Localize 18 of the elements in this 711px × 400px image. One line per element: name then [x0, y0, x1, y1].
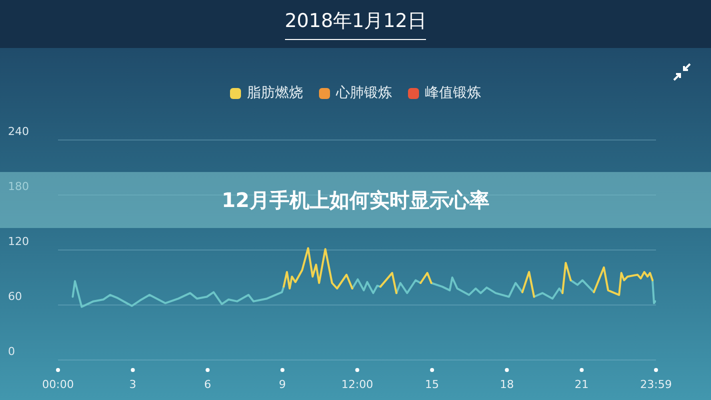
- legend-label: 心肺锻炼: [336, 84, 392, 102]
- y-tick-label: 180: [8, 180, 29, 194]
- x-tick-label: 00:00: [42, 378, 74, 391]
- x-tick-label: 21: [574, 378, 589, 391]
- chart-title: 2018年1月12日: [284, 8, 426, 40]
- x-tick-label: 18: [500, 378, 514, 391]
- legend-label: 峰值锻炼: [425, 84, 481, 102]
- x-tick-label: 12:00: [341, 378, 374, 391]
- x-tick-label: 9: [278, 378, 286, 391]
- legend-label: 脂肪燃烧: [247, 84, 303, 102]
- y-tick-label: 0: [8, 345, 15, 358]
- x-tick-label: 6: [204, 378, 212, 391]
- y-tick-label: 60: [8, 290, 22, 304]
- x-tick-label: 15: [425, 378, 440, 391]
- y-tick-label: 120: [8, 235, 29, 248]
- x-tick-label: 23:59: [640, 378, 672, 391]
- x-tick-label: 3: [129, 378, 136, 391]
- y-tick-label: 240: [8, 125, 29, 138]
